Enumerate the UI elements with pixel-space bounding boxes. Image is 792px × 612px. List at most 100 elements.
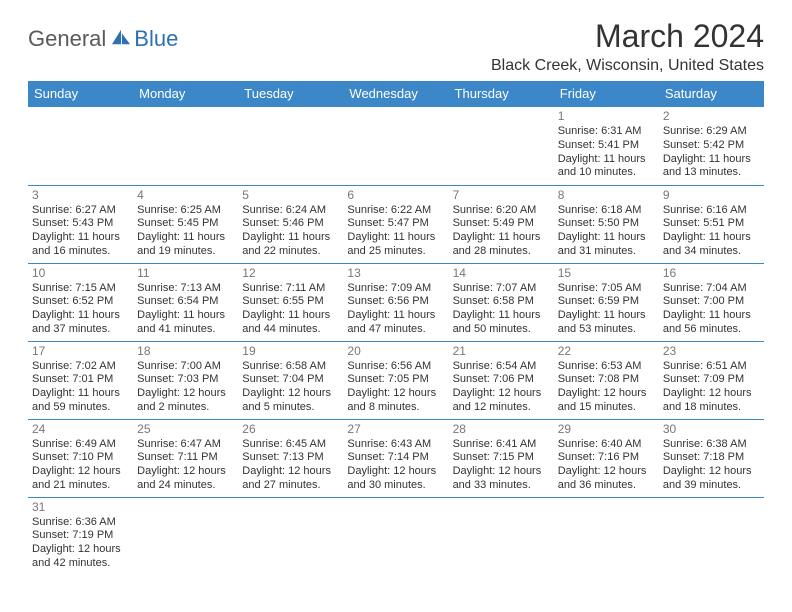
sunset-line: Sunset: 7:05 PM: [347, 373, 444, 387]
day-number: 25: [137, 422, 234, 437]
daylight-line: Daylight: 12 hours and 27 minutes.: [242, 465, 339, 493]
sunrise-line: Sunrise: 6:49 AM: [32, 438, 129, 452]
day-cell: 31Sunrise: 6:36 AMSunset: 7:19 PMDayligh…: [28, 497, 133, 575]
sunset-line: Sunset: 6:58 PM: [453, 295, 550, 309]
sunrise-line: Sunrise: 7:09 AM: [347, 282, 444, 296]
header: General Blue March 2024 Black Creek, Wis…: [28, 18, 764, 75]
day-number: 13: [347, 266, 444, 281]
day-number: 17: [32, 344, 129, 359]
logo: General Blue: [28, 26, 178, 52]
daylight-line: Daylight: 11 hours and 19 minutes.: [137, 231, 234, 259]
sunset-line: Sunset: 5:46 PM: [242, 217, 339, 231]
weekday-header: Friday: [554, 81, 659, 107]
sunset-line: Sunset: 5:51 PM: [663, 217, 760, 231]
day-number: 30: [663, 422, 760, 437]
weekday-header: Sunday: [28, 81, 133, 107]
sunset-line: Sunset: 7:13 PM: [242, 451, 339, 465]
day-cell: 3Sunrise: 6:27 AMSunset: 5:43 PMDaylight…: [28, 185, 133, 263]
sunset-line: Sunset: 7:06 PM: [453, 373, 550, 387]
day-cell: 21Sunrise: 6:54 AMSunset: 7:06 PMDayligh…: [449, 341, 554, 419]
day-cell: 14Sunrise: 7:07 AMSunset: 6:58 PMDayligh…: [449, 263, 554, 341]
weekday-header: Monday: [133, 81, 238, 107]
daylight-line: Daylight: 11 hours and 22 minutes.: [242, 231, 339, 259]
daylight-line: Daylight: 12 hours and 15 minutes.: [558, 387, 655, 415]
sunrise-line: Sunrise: 6:29 AM: [663, 125, 760, 139]
calendar-row: 31Sunrise: 6:36 AMSunset: 7:19 PMDayligh…: [28, 497, 764, 575]
sunrise-line: Sunrise: 7:15 AM: [32, 282, 129, 296]
daylight-line: Daylight: 11 hours and 34 minutes.: [663, 231, 760, 259]
sunset-line: Sunset: 6:52 PM: [32, 295, 129, 309]
sunrise-line: Sunrise: 6:58 AM: [242, 360, 339, 374]
day-number: 6: [347, 188, 444, 203]
logo-sail-icon: [110, 28, 132, 46]
sunset-line: Sunset: 6:54 PM: [137, 295, 234, 309]
daylight-line: Daylight: 11 hours and 13 minutes.: [663, 153, 760, 181]
daylight-line: Daylight: 11 hours and 50 minutes.: [453, 309, 550, 337]
day-number: 26: [242, 422, 339, 437]
daylight-line: Daylight: 12 hours and 39 minutes.: [663, 465, 760, 493]
day-number: 20: [347, 344, 444, 359]
sunset-line: Sunset: 5:42 PM: [663, 139, 760, 153]
sunrise-line: Sunrise: 7:05 AM: [558, 282, 655, 296]
calendar-table: SundayMondayTuesdayWednesdayThursdayFrid…: [28, 81, 764, 575]
day-cell: 19Sunrise: 6:58 AMSunset: 7:04 PMDayligh…: [238, 341, 343, 419]
day-number: 23: [663, 344, 760, 359]
day-cell: 23Sunrise: 6:51 AMSunset: 7:09 PMDayligh…: [659, 341, 764, 419]
sunrise-line: Sunrise: 6:56 AM: [347, 360, 444, 374]
daylight-line: Daylight: 12 hours and 5 minutes.: [242, 387, 339, 415]
month-title: March 2024: [491, 18, 764, 55]
daylight-line: Daylight: 11 hours and 53 minutes.: [558, 309, 655, 337]
empty-cell: [554, 497, 659, 575]
day-number: 29: [558, 422, 655, 437]
day-cell: 30Sunrise: 6:38 AMSunset: 7:18 PMDayligh…: [659, 419, 764, 497]
sunset-line: Sunset: 7:15 PM: [453, 451, 550, 465]
daylight-line: Daylight: 12 hours and 24 minutes.: [137, 465, 234, 493]
sunset-line: Sunset: 7:00 PM: [663, 295, 760, 309]
day-cell: 6Sunrise: 6:22 AMSunset: 5:47 PMDaylight…: [343, 185, 448, 263]
day-cell: 24Sunrise: 6:49 AMSunset: 7:10 PMDayligh…: [28, 419, 133, 497]
daylight-line: Daylight: 12 hours and 12 minutes.: [453, 387, 550, 415]
empty-cell: [28, 107, 133, 185]
sunrise-line: Sunrise: 7:13 AM: [137, 282, 234, 296]
sunrise-line: Sunrise: 6:47 AM: [137, 438, 234, 452]
sunset-line: Sunset: 7:09 PM: [663, 373, 760, 387]
daylight-line: Daylight: 11 hours and 28 minutes.: [453, 231, 550, 259]
day-cell: 15Sunrise: 7:05 AMSunset: 6:59 PMDayligh…: [554, 263, 659, 341]
sunrise-line: Sunrise: 6:24 AM: [242, 204, 339, 218]
empty-cell: [659, 497, 764, 575]
empty-cell: [238, 107, 343, 185]
weekday-header: Thursday: [449, 81, 554, 107]
sunrise-line: Sunrise: 7:04 AM: [663, 282, 760, 296]
empty-cell: [449, 107, 554, 185]
weekday-header: Tuesday: [238, 81, 343, 107]
empty-cell: [449, 497, 554, 575]
daylight-line: Daylight: 11 hours and 41 minutes.: [137, 309, 234, 337]
sunrise-line: Sunrise: 6:20 AM: [453, 204, 550, 218]
sunset-line: Sunset: 7:16 PM: [558, 451, 655, 465]
sunrise-line: Sunrise: 6:53 AM: [558, 360, 655, 374]
sunrise-line: Sunrise: 6:22 AM: [347, 204, 444, 218]
daylight-line: Daylight: 12 hours and 2 minutes.: [137, 387, 234, 415]
day-cell: 7Sunrise: 6:20 AMSunset: 5:49 PMDaylight…: [449, 185, 554, 263]
day-number: 9: [663, 188, 760, 203]
sunset-line: Sunset: 5:50 PM: [558, 217, 655, 231]
empty-cell: [133, 497, 238, 575]
daylight-line: Daylight: 12 hours and 30 minutes.: [347, 465, 444, 493]
sunset-line: Sunset: 6:59 PM: [558, 295, 655, 309]
sunrise-line: Sunrise: 7:02 AM: [32, 360, 129, 374]
day-cell: 16Sunrise: 7:04 AMSunset: 7:00 PMDayligh…: [659, 263, 764, 341]
sunset-line: Sunset: 5:45 PM: [137, 217, 234, 231]
day-cell: 26Sunrise: 6:45 AMSunset: 7:13 PMDayligh…: [238, 419, 343, 497]
day-number: 18: [137, 344, 234, 359]
sunrise-line: Sunrise: 7:07 AM: [453, 282, 550, 296]
day-cell: 4Sunrise: 6:25 AMSunset: 5:45 PMDaylight…: [133, 185, 238, 263]
day-number: 11: [137, 266, 234, 281]
daylight-line: Daylight: 11 hours and 47 minutes.: [347, 309, 444, 337]
day-cell: 17Sunrise: 7:02 AMSunset: 7:01 PMDayligh…: [28, 341, 133, 419]
daylight-line: Daylight: 11 hours and 44 minutes.: [242, 309, 339, 337]
day-number: 7: [453, 188, 550, 203]
day-cell: 10Sunrise: 7:15 AMSunset: 6:52 PMDayligh…: [28, 263, 133, 341]
logo-text-general: General: [28, 26, 106, 52]
day-number: 1: [558, 109, 655, 124]
sunrise-line: Sunrise: 6:25 AM: [137, 204, 234, 218]
